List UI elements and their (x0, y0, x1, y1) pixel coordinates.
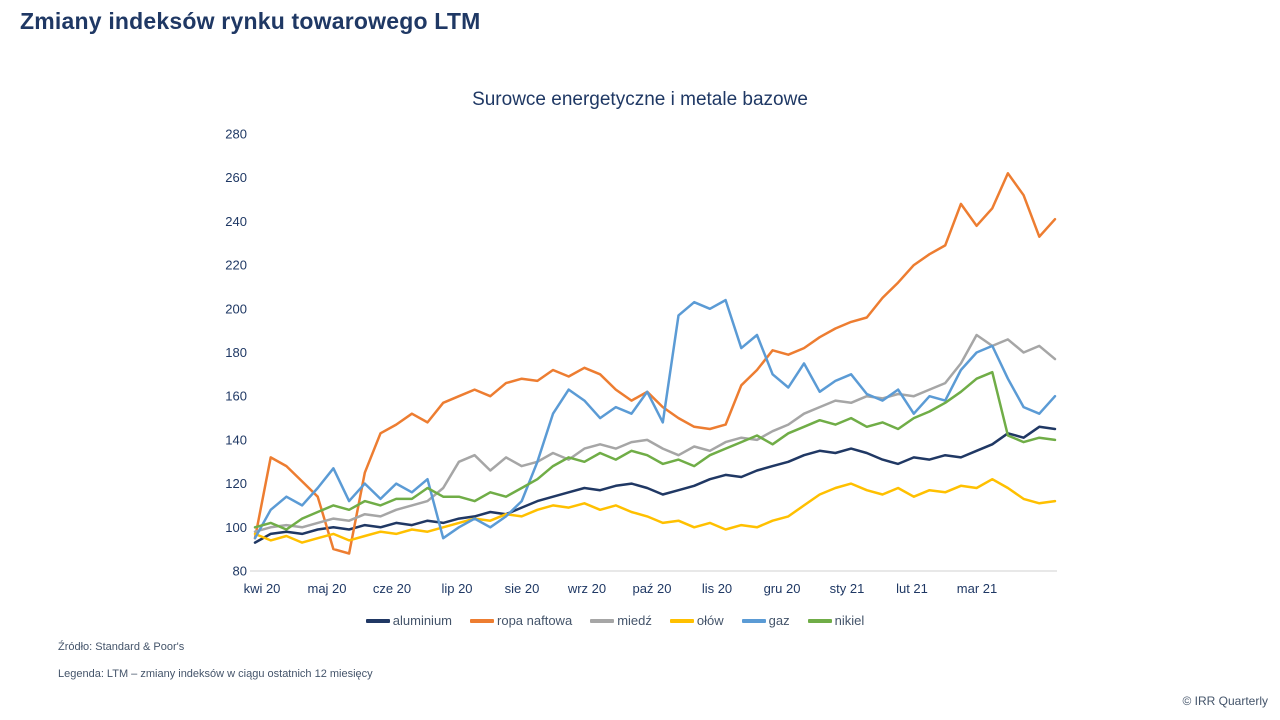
legend-label: gaz (768, 613, 790, 628)
y-axis-tick-label: 240 (225, 214, 247, 229)
legend-swatch-ołów (669, 618, 694, 623)
legend-label: ołów (696, 613, 724, 628)
y-axis-tick-label: 100 (225, 520, 247, 535)
copyright: © IRR Quarterly (1182, 694, 1268, 708)
y-axis-tick-label: 120 (225, 476, 247, 491)
x-axis-tick-label: maj 20 (307, 581, 346, 596)
legend-item-nikiel: nikiel (807, 613, 865, 628)
legend-swatch-ropa-naftowa (470, 618, 495, 623)
legend-label: nikiel (834, 613, 865, 628)
x-axis-tick-label: lip 20 (441, 581, 472, 596)
legend-swatch-gaz (741, 618, 766, 623)
x-axis-tick-label: wrz 20 (567, 581, 606, 596)
y-axis-tick-label: 160 (225, 389, 247, 404)
series-line-miedź (253, 333, 1057, 533)
legend-item-ropa-naftowa: ropa naftowa (470, 613, 572, 628)
x-axis-tick-label: gru 20 (764, 581, 801, 596)
line-chart-plot: 80 100 120 140 160 180 200 220 240 260 280 kwi 20 ma… (225, 127, 1057, 596)
y-axis-tick-label: 200 (225, 301, 247, 316)
series-line-gaz (253, 298, 1057, 540)
y-axis-tick-label: 140 (225, 432, 247, 447)
legend-item-aluminium: aluminium (365, 613, 453, 628)
y-axis-tick-label: 220 (225, 258, 247, 273)
x-axis-tick-label: sie 20 (505, 581, 540, 596)
legend-label: aluminium (392, 613, 453, 628)
series-line-ropa-naftowa (253, 172, 1057, 555)
y-axis-tick-label: 80 (233, 564, 247, 579)
y-axis-tick-label: 260 (225, 170, 247, 185)
series-line-ołów (253, 477, 1057, 544)
x-axis-tick-label: sty 21 (830, 581, 865, 596)
source-note: Źródło: Standard & Poor's (58, 641, 185, 653)
x-axis-tick-label: kwi 20 (244, 581, 281, 596)
chart-title: Surowce energetyczne i metale bazowe (472, 89, 808, 110)
legend-label: miedź (617, 613, 652, 628)
x-axis-tick-label: mar 21 (957, 581, 997, 596)
series-line-aluminium (253, 425, 1057, 544)
legend-swatch-miedź (590, 618, 615, 623)
legend-item-gaz: gaz (741, 613, 790, 628)
y-axis-tick-label: 280 (225, 127, 247, 142)
x-axis-tick-label: lis 20 (702, 581, 732, 596)
legend-swatch-aluminium (365, 618, 390, 623)
page-title: Zmiany indeksów rynku towarowego LTM (20, 8, 481, 34)
x-axis-tick-label: cze 20 (373, 581, 411, 596)
legend-item-miedź: miedź (590, 613, 652, 628)
legend-note: Legenda: LTM – zmiany indeksów w ciągu o… (58, 668, 373, 680)
legend-label: ropa naftowa (497, 613, 573, 628)
x-axis-tick-label: paź 20 (632, 581, 671, 596)
chart-legend: aluminium ropa naftowa miedź ołów gaz nikiel (0, 613, 1230, 628)
legend-item-ołów: ołów (669, 613, 724, 628)
y-axis-tick-label: 180 (225, 345, 247, 360)
series-line-nikiel (253, 370, 1057, 531)
x-axis-tick-label: lut 21 (896, 581, 928, 596)
legend-swatch-nikiel (807, 618, 832, 623)
